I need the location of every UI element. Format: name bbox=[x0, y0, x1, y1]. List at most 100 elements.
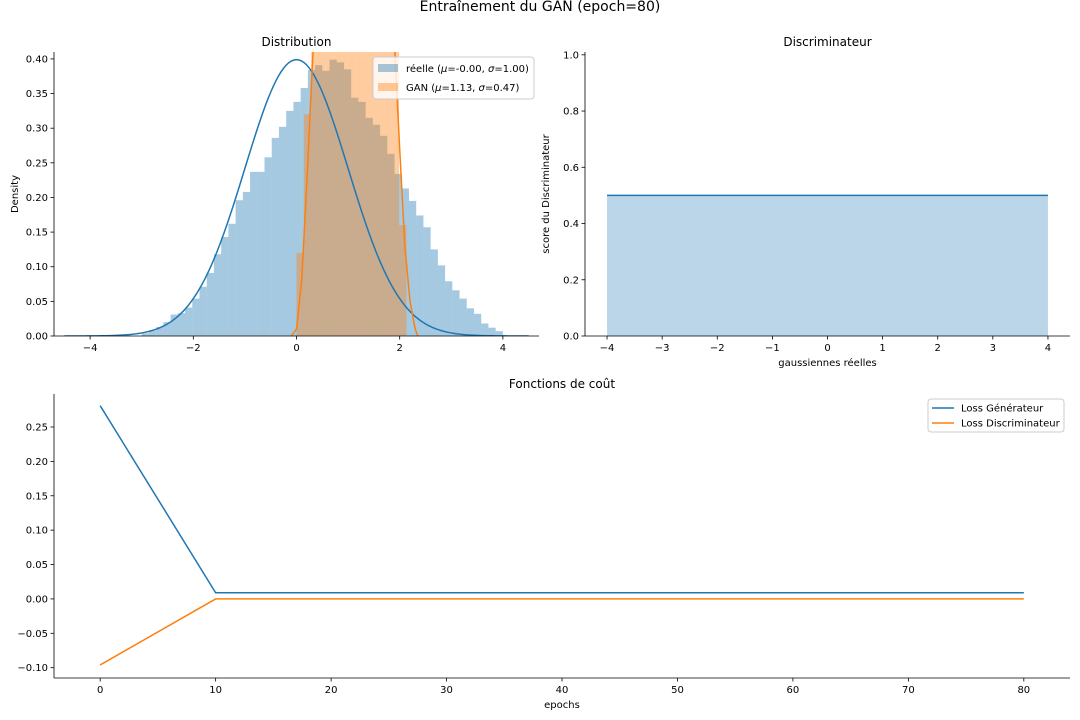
y-tick-label: 0.30 bbox=[26, 124, 48, 135]
discriminator-area bbox=[607, 195, 1048, 336]
legend-swatch bbox=[378, 83, 398, 91]
real-hist-bar bbox=[495, 331, 503, 336]
real-hist-bar bbox=[459, 298, 467, 336]
y-tick-label: −0.10 bbox=[17, 663, 48, 674]
y-tick-label: 0.05 bbox=[26, 560, 48, 571]
real-hist-bar bbox=[156, 326, 164, 336]
y-tick-label: 0.8 bbox=[563, 107, 579, 118]
real-hist-bar bbox=[250, 171, 258, 336]
x-tick-label: 30 bbox=[440, 685, 453, 696]
real-hist-bar bbox=[488, 327, 496, 336]
gan-hist-bar bbox=[340, 52, 348, 336]
real-hist-bar bbox=[271, 137, 279, 336]
axes-title: Discriminateur bbox=[783, 35, 871, 49]
real-hist-bar bbox=[315, 65, 323, 336]
y-tick-label: 0.20 bbox=[26, 457, 48, 468]
real-hist-bar bbox=[380, 135, 388, 336]
real-hist-bar bbox=[322, 70, 330, 336]
loss-legend: Loss Générateur Loss Discriminateur bbox=[927, 398, 1065, 433]
x-tick-label: 40 bbox=[556, 685, 569, 696]
real-hist-bar bbox=[221, 236, 229, 336]
legend-label-part: =1.13, bbox=[442, 83, 479, 94]
legend-swatch bbox=[378, 64, 398, 72]
real-hist-bar bbox=[213, 254, 222, 336]
y-tick-label: 0.10 bbox=[26, 262, 48, 273]
y-tick-label: 0.40 bbox=[26, 54, 48, 65]
x-tick-label: 0 bbox=[824, 343, 830, 354]
real-hist-bar bbox=[481, 323, 489, 336]
y-tick-label: 0.0 bbox=[563, 332, 579, 343]
y-tick-label: −0.05 bbox=[17, 629, 48, 640]
legend-label-part: σ bbox=[488, 64, 495, 75]
legend-label: Loss Générateur bbox=[961, 403, 1044, 415]
y-tick-label: 0.00 bbox=[26, 594, 48, 605]
real-hist-bar bbox=[430, 249, 438, 336]
real-hist-bar bbox=[242, 191, 251, 336]
real-hist-bar bbox=[329, 59, 337, 336]
real-hist-bar bbox=[445, 281, 453, 336]
x-tick-label: 2 bbox=[935, 343, 941, 354]
x-tick-label: 1 bbox=[879, 343, 885, 354]
real-kde-line bbox=[64, 58, 529, 336]
x-tick-label: −2 bbox=[710, 343, 725, 354]
x-tick-label: −2 bbox=[186, 343, 201, 354]
y-axis-label: score du Discriminateur bbox=[541, 133, 552, 253]
legend-label-part: =0.47) bbox=[485, 83, 520, 94]
real-hist-bar bbox=[336, 62, 344, 336]
x-tick-label: 50 bbox=[671, 685, 684, 696]
real-hist-bar bbox=[365, 117, 373, 336]
legend-frame bbox=[927, 398, 1065, 433]
distribution-legend: réelle (μ=-0.00, σ=1.00) GAN (μ=1.13, σ=0… bbox=[372, 56, 535, 100]
legend-label-part: =1.00) bbox=[494, 64, 529, 75]
axes-title: Distribution bbox=[261, 35, 331, 49]
real-hist-bar bbox=[235, 200, 243, 336]
gan-hist-bar bbox=[399, 225, 407, 336]
real-hist-bar bbox=[307, 70, 316, 336]
y-tick-label: 0.25 bbox=[26, 158, 48, 169]
legend-frame bbox=[372, 56, 535, 100]
y-tick-label: 0.2 bbox=[563, 275, 579, 286]
x-tick-label: 4 bbox=[1045, 343, 1051, 354]
legend-label: GAN (μ=1.13, σ=0.47) bbox=[406, 83, 520, 94]
y-tick-label: 0.35 bbox=[26, 89, 48, 100]
y-tick-label: 0.6 bbox=[563, 163, 579, 174]
legend-label-part: μ bbox=[434, 83, 441, 94]
x-tick-label: −4 bbox=[83, 343, 98, 354]
x-tick-label: 0 bbox=[97, 685, 103, 696]
discriminator-loss-line bbox=[99, 598, 1024, 666]
legend-label: Loss Discriminateur bbox=[961, 419, 1061, 430]
y-axis-label: Density bbox=[10, 175, 21, 213]
real-hist-bar bbox=[423, 227, 431, 336]
x-tick-label: 70 bbox=[902, 685, 915, 696]
y-tick-label: 0.4 bbox=[563, 219, 579, 230]
real-hist-bar bbox=[372, 124, 381, 336]
gan-hist-bar bbox=[362, 52, 370, 336]
y-tick-label: 0.15 bbox=[26, 491, 48, 502]
real-hist-bar bbox=[452, 290, 460, 336]
legend-label: réelle (μ=-0.00, σ=1.00) bbox=[406, 63, 529, 75]
legend-label-part: réelle ( bbox=[406, 63, 441, 75]
real-hist-bar bbox=[199, 286, 207, 336]
real-hist-bar bbox=[163, 322, 171, 336]
real-hist-bar bbox=[394, 173, 402, 336]
legend-label-part: σ bbox=[479, 83, 486, 94]
x-tick-label: 4 bbox=[500, 343, 506, 354]
x-tick-label: 0 bbox=[293, 343, 299, 354]
real-hist-bar bbox=[228, 223, 236, 336]
generator-loss-line bbox=[99, 405, 1024, 594]
real-hist-bar bbox=[387, 153, 395, 336]
x-tick-label: 60 bbox=[787, 685, 800, 696]
y-tick-label: 0.25 bbox=[26, 423, 48, 434]
x-tick-label: 3 bbox=[990, 343, 996, 354]
x-tick-label: −4 bbox=[600, 343, 615, 354]
x-tick-label: −1 bbox=[765, 343, 780, 354]
real-hist-bar bbox=[437, 265, 446, 336]
real-hist-bar bbox=[278, 126, 287, 336]
real-hist-bar bbox=[257, 171, 265, 336]
gan-hist-bar bbox=[333, 52, 341, 336]
real-hist-bar bbox=[170, 314, 178, 336]
gan-hist-bar bbox=[303, 114, 312, 336]
x-tick-label: 20 bbox=[325, 685, 338, 696]
gan-hist-bar bbox=[325, 52, 334, 336]
real-hist-bar bbox=[148, 330, 157, 336]
